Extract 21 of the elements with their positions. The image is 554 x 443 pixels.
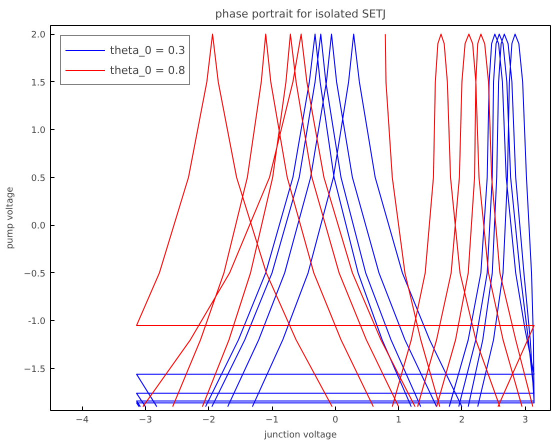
y-tick-label: 0.0 [31,222,46,232]
y-tick-label: −1.5 [24,364,46,375]
chart-title: phase portrait for isolated SETJ [215,8,386,20]
y-tick-label: 1.0 [31,126,46,136]
x-tick-label: −1 [265,416,279,426]
y-tick-label: 1.5 [31,78,46,88]
y-tick-label: 2.0 [31,30,46,41]
y-tick-label: −0.5 [24,269,46,280]
y-tick-label: -1.0 [28,317,46,328]
x-tick-label: 0 [332,416,338,426]
x-tick-label: −4 [76,416,90,426]
x-tick-label: 1 [396,416,402,426]
x-tick-label: −3 [138,416,152,426]
x-tick-label: 2 [459,416,465,426]
y-axis-title: pump voltage [6,186,16,250]
x-tick-label: 3 [522,416,528,426]
y-tick-label: 0.5 [31,174,46,184]
x-axis-title: junction voltage [263,430,338,440]
legend-label: theta_0 = 0.3 [110,43,186,57]
legend-label: theta_0 = 0.8 [110,63,186,77]
x-tick-label: −2 [202,416,216,426]
